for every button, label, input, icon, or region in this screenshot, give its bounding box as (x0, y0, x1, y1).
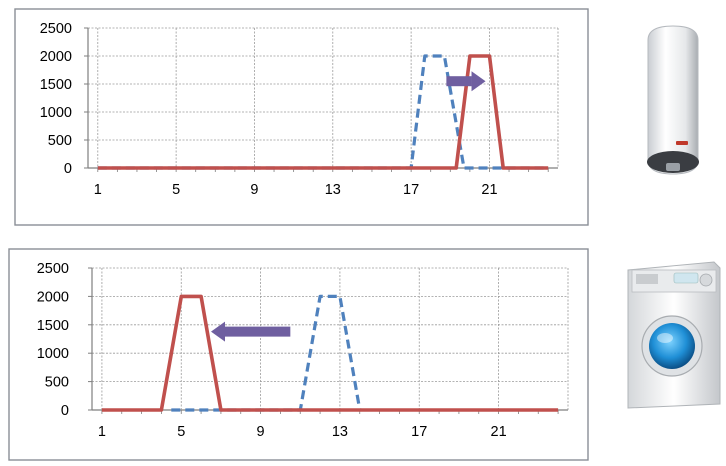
x-tick-label: 13 (325, 182, 341, 198)
washing-machine-icon (624, 258, 722, 410)
y-tick-label: 0 (64, 161, 72, 177)
y-tick-label: 500 (48, 133, 72, 149)
x-tick-label: 9 (250, 182, 258, 198)
chart-top-svg: 0 500 1000 1500 2000 2500 1 5 9 13 17 21 (14, 8, 589, 226)
x-tick-label: 5 (177, 424, 185, 440)
y-tick-label: 2000 (40, 49, 72, 65)
series-line-dashed (171, 294, 362, 412)
y-tick-label: 1000 (40, 105, 72, 121)
series-line-solid (97, 54, 549, 170)
y-tick-label: 2500 (40, 21, 72, 37)
chart-frame (14, 8, 589, 226)
x-tick-label: 5 (172, 182, 180, 198)
x-tick-label: 17 (403, 182, 419, 198)
shift-arrow-head (211, 321, 225, 342)
x-tick-label: 1 (98, 424, 106, 440)
chart-top: 0 500 1000 1500 2000 2500 1 5 9 13 17 21 (14, 8, 590, 226)
series-line-solid (101, 294, 559, 412)
chart-bottom: 0 500 1000 1500 2000 2500 1 5 9 13 17 21 (8, 248, 590, 461)
y-tick-label: 500 (45, 375, 69, 391)
y-tick-label: 0 (61, 403, 69, 419)
shift-arrow-shaft (446, 76, 472, 87)
x-tick-label: 13 (332, 424, 348, 440)
shift-arrow-head (471, 71, 486, 92)
chart-bottom-svg: 0 500 1000 1500 2000 2500 1 5 9 13 17 21 (8, 248, 589, 461)
y-tick-label: 2000 (37, 289, 69, 305)
x-tick-label: 17 (411, 424, 427, 440)
y-tick-label: 2500 (37, 261, 69, 277)
x-tick-label: 9 (257, 424, 265, 440)
y-tick-label: 1500 (37, 318, 69, 334)
chart-frame (8, 248, 589, 461)
x-tick-label: 1 (94, 182, 102, 198)
y-tick-label: 1500 (40, 77, 72, 93)
water-heater-icon (640, 22, 706, 182)
x-tick-label: 21 (481, 182, 497, 198)
y-tick-label: 1000 (37, 346, 69, 362)
series-line-dashed (97, 54, 549, 170)
shift-arrow-shaft (225, 326, 291, 337)
x-tick-label: 21 (491, 424, 507, 440)
